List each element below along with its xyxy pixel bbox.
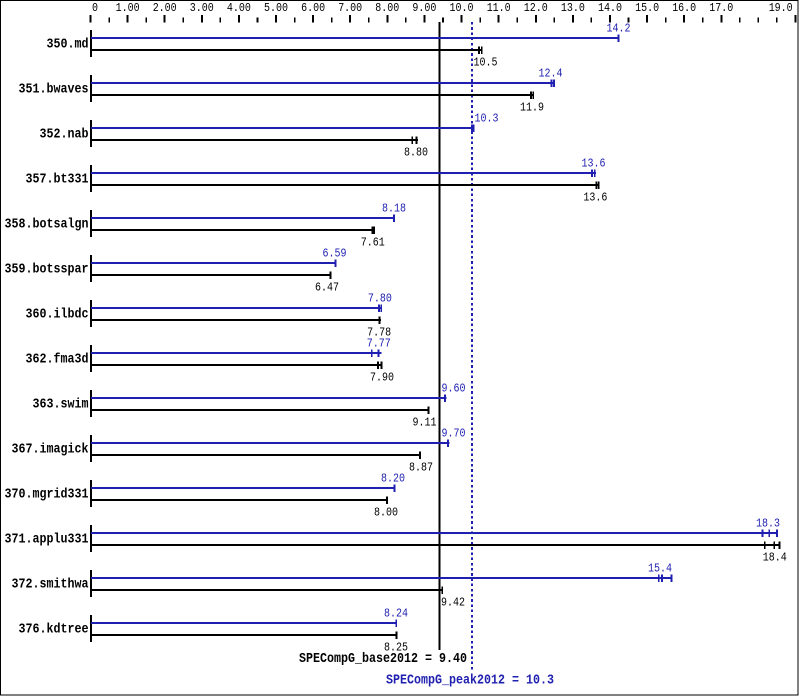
svg-text:376.kdtree: 376.kdtree — [19, 622, 89, 638]
svg-text:7.78: 7.78 — [367, 326, 391, 339]
svg-text:370.mgrid331: 370.mgrid331 — [5, 487, 89, 503]
svg-text:14.0: 14.0 — [598, 2, 622, 15]
svg-text:7.77: 7.77 — [367, 337, 391, 350]
svg-text:8.24: 8.24 — [384, 607, 408, 620]
svg-text:9.00: 9.00 — [412, 2, 436, 15]
svg-text:0: 0 — [92, 2, 98, 15]
svg-text:10.5: 10.5 — [474, 56, 498, 69]
svg-text:12.0: 12.0 — [524, 2, 548, 15]
svg-text:SPECompG_peak2012 = 10.3: SPECompG_peak2012 = 10.3 — [386, 673, 554, 689]
svg-text:14.2: 14.2 — [607, 22, 631, 35]
svg-text:13.0: 13.0 — [561, 2, 585, 15]
svg-text:17.0: 17.0 — [709, 2, 733, 15]
svg-text:352.nab: 352.nab — [40, 127, 89, 143]
svg-text:8.20: 8.20 — [381, 472, 405, 485]
svg-text:3.00: 3.00 — [190, 2, 214, 15]
svg-text:16.0: 16.0 — [672, 2, 696, 15]
svg-text:360.ilbdc: 360.ilbdc — [26, 307, 89, 323]
svg-text:9.11: 9.11 — [413, 416, 437, 429]
svg-text:15.4: 15.4 — [648, 562, 672, 575]
svg-text:10.0: 10.0 — [450, 2, 474, 15]
svg-text:8.00: 8.00 — [374, 506, 398, 519]
svg-text:19.0: 19.0 — [769, 2, 793, 15]
svg-text:6.47: 6.47 — [315, 281, 339, 294]
svg-text:11.0: 11.0 — [487, 2, 511, 15]
svg-text:6.00: 6.00 — [301, 2, 325, 15]
svg-text:9.42: 9.42 — [441, 596, 465, 609]
svg-text:357.bt331: 357.bt331 — [26, 172, 89, 188]
svg-text:15.0: 15.0 — [635, 2, 659, 15]
svg-text:362.fma3d: 362.fma3d — [26, 352, 89, 368]
svg-text:8.25: 8.25 — [384, 641, 408, 654]
svg-text:7.90: 7.90 — [370, 371, 394, 384]
svg-text:359.botsspar: 359.botsspar — [5, 262, 89, 278]
svg-text:5.00: 5.00 — [264, 2, 288, 15]
svg-text:367.imagick: 367.imagick — [12, 442, 89, 458]
svg-text:9.70: 9.70 — [442, 427, 466, 440]
svg-text:358.botsalgn: 358.botsalgn — [5, 217, 89, 233]
svg-text:6.59: 6.59 — [323, 247, 347, 260]
svg-text:351.bwaves: 351.bwaves — [19, 82, 89, 98]
svg-text:13.6: 13.6 — [582, 157, 606, 170]
svg-text:8.18: 8.18 — [382, 202, 406, 215]
svg-text:363.swim: 363.swim — [33, 397, 89, 413]
svg-text:9.60: 9.60 — [442, 382, 466, 395]
svg-text:1.00: 1.00 — [116, 2, 140, 15]
svg-text:8.87: 8.87 — [409, 461, 433, 474]
svg-text:18.3: 18.3 — [756, 517, 780, 530]
svg-text:8.00: 8.00 — [375, 2, 399, 15]
svg-text:7.00: 7.00 — [338, 2, 362, 15]
svg-text:SPECompG_base2012 = 9.40: SPECompG_base2012 = 9.40 — [299, 651, 467, 667]
svg-text:372.smithwa: 372.smithwa — [12, 577, 89, 593]
svg-text:2.00: 2.00 — [153, 2, 177, 15]
svg-text:18.4: 18.4 — [763, 551, 787, 564]
svg-text:13.6: 13.6 — [583, 191, 607, 204]
svg-text:371.applu331: 371.applu331 — [5, 532, 89, 548]
svg-text:11.9: 11.9 — [520, 101, 544, 114]
svg-text:7.80: 7.80 — [368, 292, 392, 305]
svg-text:7.61: 7.61 — [361, 236, 385, 249]
svg-text:8.80: 8.80 — [404, 146, 428, 159]
svg-text:4.00: 4.00 — [227, 2, 251, 15]
svg-text:12.4: 12.4 — [539, 67, 563, 80]
svg-text:10.3: 10.3 — [475, 112, 499, 125]
svg-text:350.md: 350.md — [47, 37, 89, 53]
